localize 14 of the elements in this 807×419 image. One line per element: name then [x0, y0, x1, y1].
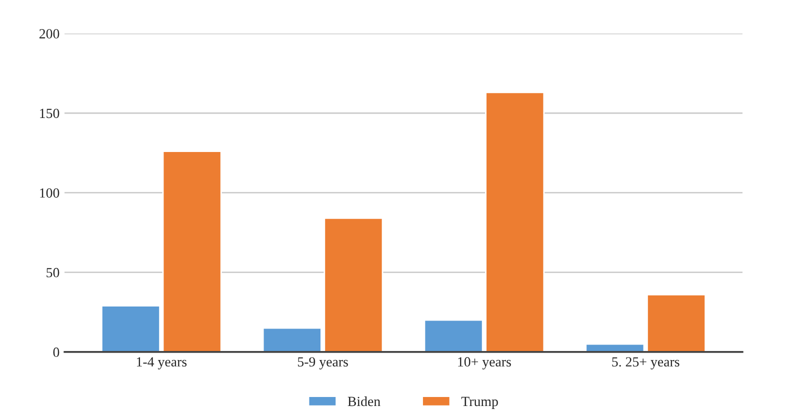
y-tick-label: 0	[53, 348, 60, 357]
x-tick-label: 10+ years	[458, 357, 511, 370]
bar	[162, 150, 222, 352]
y-tick-label: 150	[40, 108, 60, 118]
y-tick-label: 200	[39, 29, 60, 38]
legend-label: Trump	[461, 396, 498, 409]
x-tick-label: 5. 25+ years	[612, 357, 680, 370]
y-tick-label: 100	[40, 188, 60, 198]
x-tick-label: 1-4 years	[136, 357, 187, 370]
bar	[100, 305, 160, 352]
bar	[646, 294, 706, 352]
x-tick-label: 5-9 years	[298, 357, 348, 370]
legend-label: Biden	[348, 396, 380, 406]
y-tick-label: 50	[46, 268, 60, 278]
